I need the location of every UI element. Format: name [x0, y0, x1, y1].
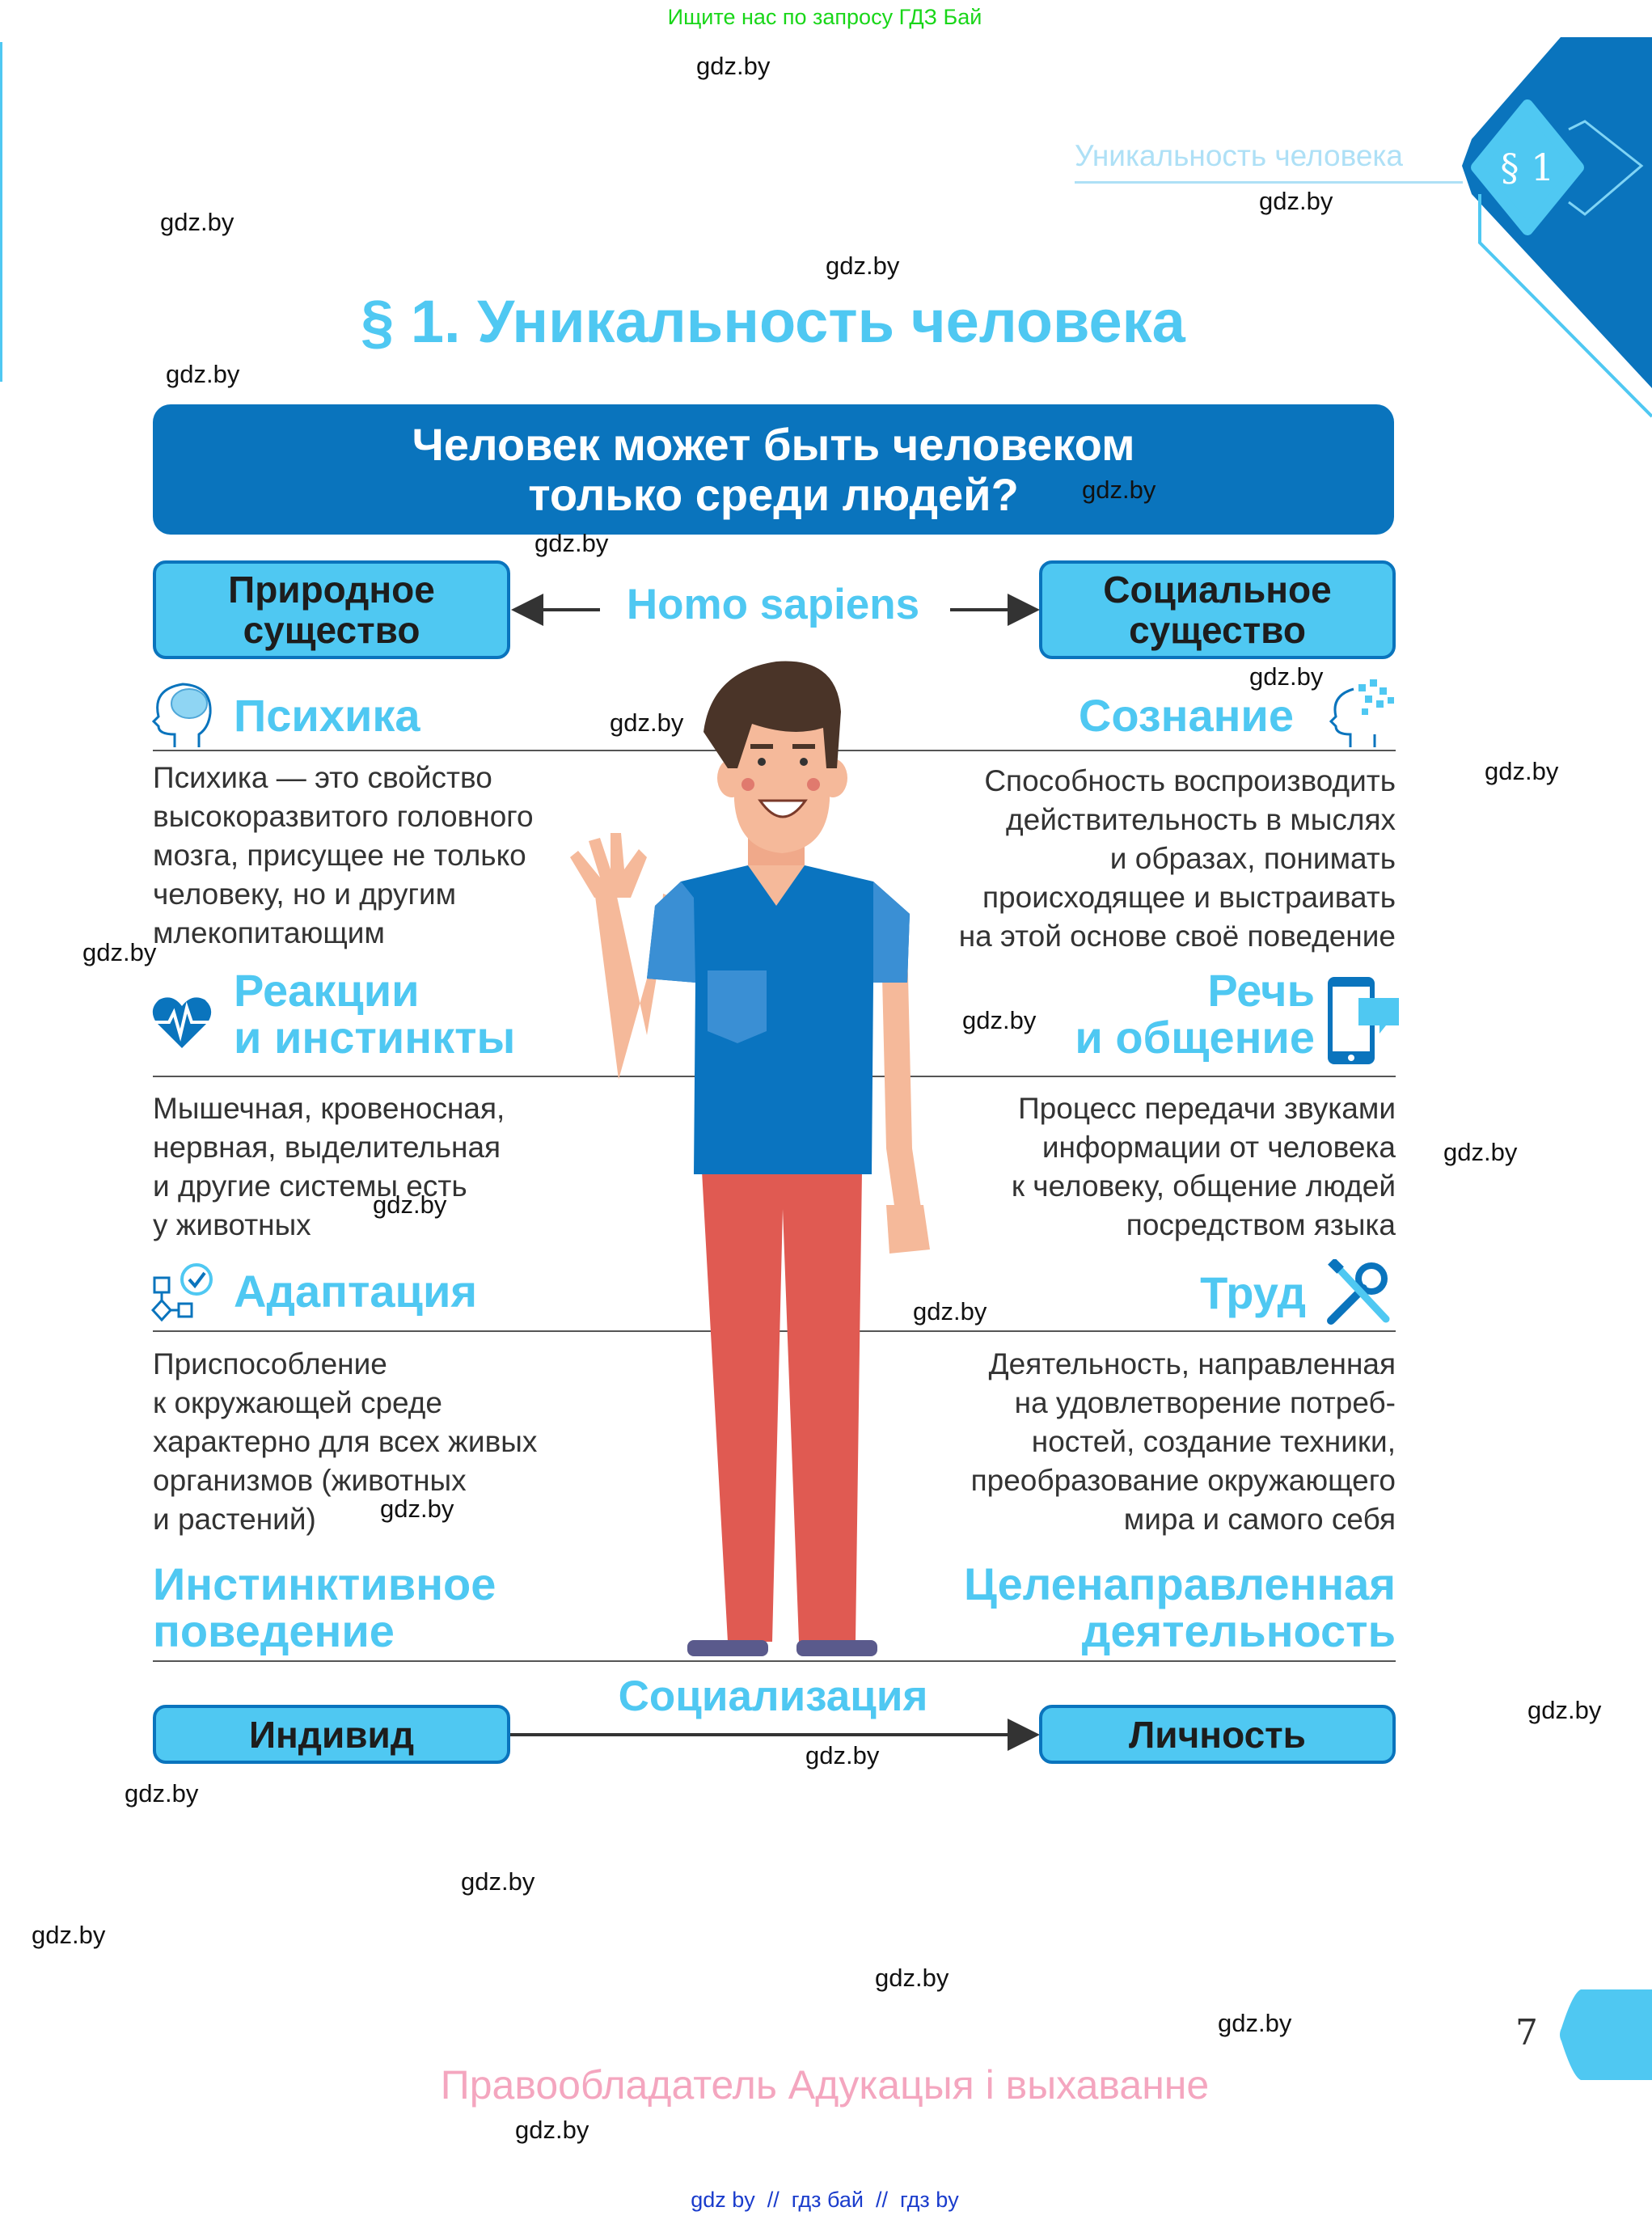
psyche-heading: Психика [234, 690, 420, 741]
watermark-text: gdz.by [805, 1741, 880, 1769]
section-badge-diamond [1471, 99, 1584, 235]
watermark-text: gdz.by [534, 529, 609, 557]
watermark-text: gdz.by [1218, 2009, 1292, 2037]
section-badge: § 1 [1500, 146, 1555, 189]
page-tab [1560, 1989, 1652, 2080]
labor-heading: Труд [1200, 1267, 1306, 1318]
speech-text: Процесс передачи звуками информации от че… [1011, 1092, 1396, 1241]
individual-box: Индивид [153, 1705, 510, 1764]
shirt [647, 865, 910, 1174]
smile [758, 799, 808, 818]
right-eyebrow [792, 744, 815, 749]
search-hint-link[interactable]: Ищите нас по запросу ГДЗ Бай [667, 5, 982, 29]
left-cheek [741, 778, 754, 791]
right-eye [800, 758, 808, 766]
face [734, 720, 830, 853]
reactions-heading: Реакции и инстинкты [234, 965, 516, 1063]
heart-pulse-icon [152, 997, 212, 1048]
running-header-line [1075, 181, 1463, 184]
hair [703, 661, 841, 768]
box-label: Индивид [248, 1713, 415, 1756]
left-eye [758, 758, 766, 766]
left-shoe [687, 1640, 768, 1656]
head-brain-icon [151, 683, 212, 747]
box-line: Социальное [1103, 569, 1332, 611]
watermark-text: gdz.by [1082, 476, 1156, 504]
watermark-text: gdz.by [1249, 662, 1324, 691]
watermark-text: gdz.by [1527, 1696, 1602, 1724]
watermark-text: gdz.by [461, 1867, 535, 1896]
box-label: Личность [1129, 1713, 1306, 1756]
natural-being-box: Природное существо [153, 560, 510, 659]
watermark-text: gdz.by [913, 1297, 987, 1326]
hanging-arm [881, 942, 922, 1217]
left-eyebrow [750, 744, 773, 749]
shirt-neckline [748, 865, 805, 906]
watermark-text: gdz.by [160, 208, 234, 236]
page-number: 7 [1515, 2012, 1538, 2053]
page-title: § 1. Уникальность человека [361, 288, 1185, 355]
box-line: существо [1129, 609, 1306, 651]
watermark-text: gdz.by [82, 938, 157, 966]
tools-icon [1327, 1259, 1390, 1325]
box-line: существо [243, 609, 420, 651]
corner-outline-diamond [1568, 120, 1644, 216]
watermark-text: gdz.by [610, 708, 684, 737]
question-banner: Человек может быть человеком только сред… [153, 404, 1394, 535]
watermark-text: gdz.by [1259, 187, 1333, 215]
shirt-pocket [708, 970, 767, 1043]
watermark-text: gdz.by [1485, 757, 1559, 785]
watermark-text: gdz.by [875, 1964, 949, 1992]
running-header-title: Уникальность человека [1075, 139, 1404, 172]
purposeful-activity-heading: Целенаправленная деятельность [964, 1558, 1396, 1656]
watermark-text: gdz.by [373, 1190, 447, 1219]
watermark-text: gdz.by [166, 360, 240, 388]
pants [702, 1171, 862, 1642]
consciousness-heading: Сознание [1078, 690, 1294, 741]
watermark-text: gdz.by [32, 1921, 106, 1949]
divider [153, 1660, 1396, 1662]
phone-chat-icon [1328, 977, 1399, 1064]
watermark-text: gdz.by [380, 1495, 454, 1523]
watermark-text: gdz.by [125, 1779, 199, 1808]
instinctive-behavior-heading: Инстинктивное поведение [153, 1558, 496, 1656]
labor-text: Деятельность, направленная на удовлетворе… [970, 1347, 1396, 1536]
waving-hand [570, 833, 647, 898]
speech-heading: Речь и общение [1075, 965, 1315, 1063]
consciousness-text: Способность воспроизводить действительнос… [958, 764, 1396, 953]
corner-decoration [1462, 37, 1652, 418]
shirt-sleeve-right [873, 882, 910, 983]
copyright-notice: Правообладатель Адукацыя і выхаванне [440, 2062, 1210, 2108]
watermark-text: gdz.by [1443, 1138, 1518, 1166]
watermark-text: gdz.by [962, 1006, 1037, 1034]
watermark-text: gdz.by [696, 52, 771, 80]
right-shoe [796, 1640, 877, 1656]
hanging-hand [886, 1205, 930, 1254]
shirt-sleeve-left [647, 882, 695, 983]
box-line: Природное [228, 569, 435, 611]
homo-sapiens-label: Homo sapiens [626, 581, 920, 628]
question-line-2: только среди людей? [528, 468, 1019, 520]
bottom-links[interactable]: gdz by // гдз бай // гдз by [691, 2188, 959, 2212]
head-puzzle-icon [1329, 679, 1394, 747]
socialization-label: Социализация [618, 1672, 928, 1720]
personality-box: Личность [1039, 1705, 1396, 1764]
watermark-text: gdz.by [515, 2116, 589, 2144]
right-cheek [807, 778, 820, 791]
corner-outline [1478, 194, 1652, 418]
left-edge-line [0, 42, 2, 382]
social-being-box: Социальное существо [1039, 560, 1396, 659]
watermark-text: gdz.by [826, 252, 900, 280]
question-line-1: Человек может быть человеком [412, 418, 1135, 470]
psyche-text: Психика — это свойство высокоразвитого го… [153, 761, 534, 949]
adaptation-heading: Адаптация [234, 1266, 478, 1317]
flowchart-check-icon [151, 1263, 213, 1322]
adaptation-text: Приспособление к окружающей среде характер… [153, 1347, 538, 1536]
reactions-text: Мышечная, кровеносная, нервная, выделител… [153, 1092, 505, 1241]
